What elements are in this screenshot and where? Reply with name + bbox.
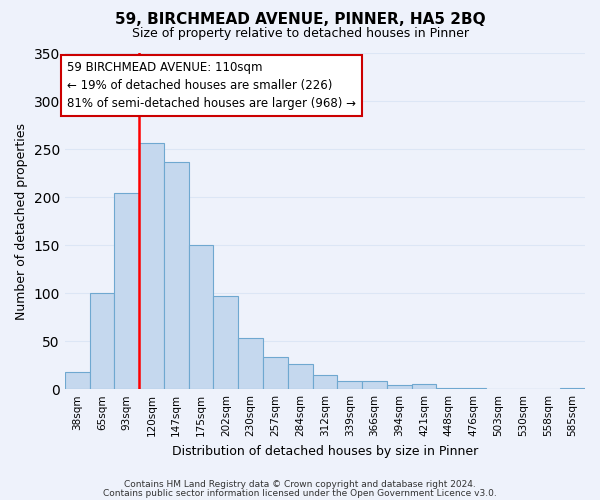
Bar — [288, 364, 313, 389]
Bar — [362, 382, 387, 389]
Bar — [214, 296, 238, 389]
Text: Contains HM Land Registry data © Crown copyright and database right 2024.: Contains HM Land Registry data © Crown c… — [124, 480, 476, 489]
Bar — [188, 245, 214, 389]
Bar — [238, 338, 263, 389]
Bar — [115, 193, 139, 389]
Bar — [263, 358, 288, 389]
Bar — [313, 375, 337, 389]
Bar — [436, 388, 461, 389]
X-axis label: Distribution of detached houses by size in Pinner: Distribution of detached houses by size … — [172, 444, 478, 458]
Bar — [387, 386, 412, 389]
Bar — [412, 384, 436, 389]
Bar — [65, 372, 89, 389]
Text: 59 BIRCHMEAD AVENUE: 110sqm
← 19% of detached houses are smaller (226)
81% of se: 59 BIRCHMEAD AVENUE: 110sqm ← 19% of det… — [67, 60, 356, 110]
Text: Contains public sector information licensed under the Open Government Licence v3: Contains public sector information licen… — [103, 489, 497, 498]
Bar — [164, 162, 188, 389]
Bar — [139, 144, 164, 389]
Text: Size of property relative to detached houses in Pinner: Size of property relative to detached ho… — [131, 28, 469, 40]
Bar — [560, 388, 585, 389]
Y-axis label: Number of detached properties: Number of detached properties — [15, 122, 28, 320]
Bar — [461, 388, 486, 389]
Bar — [337, 382, 362, 389]
Bar — [89, 293, 115, 389]
Text: 59, BIRCHMEAD AVENUE, PINNER, HA5 2BQ: 59, BIRCHMEAD AVENUE, PINNER, HA5 2BQ — [115, 12, 485, 28]
